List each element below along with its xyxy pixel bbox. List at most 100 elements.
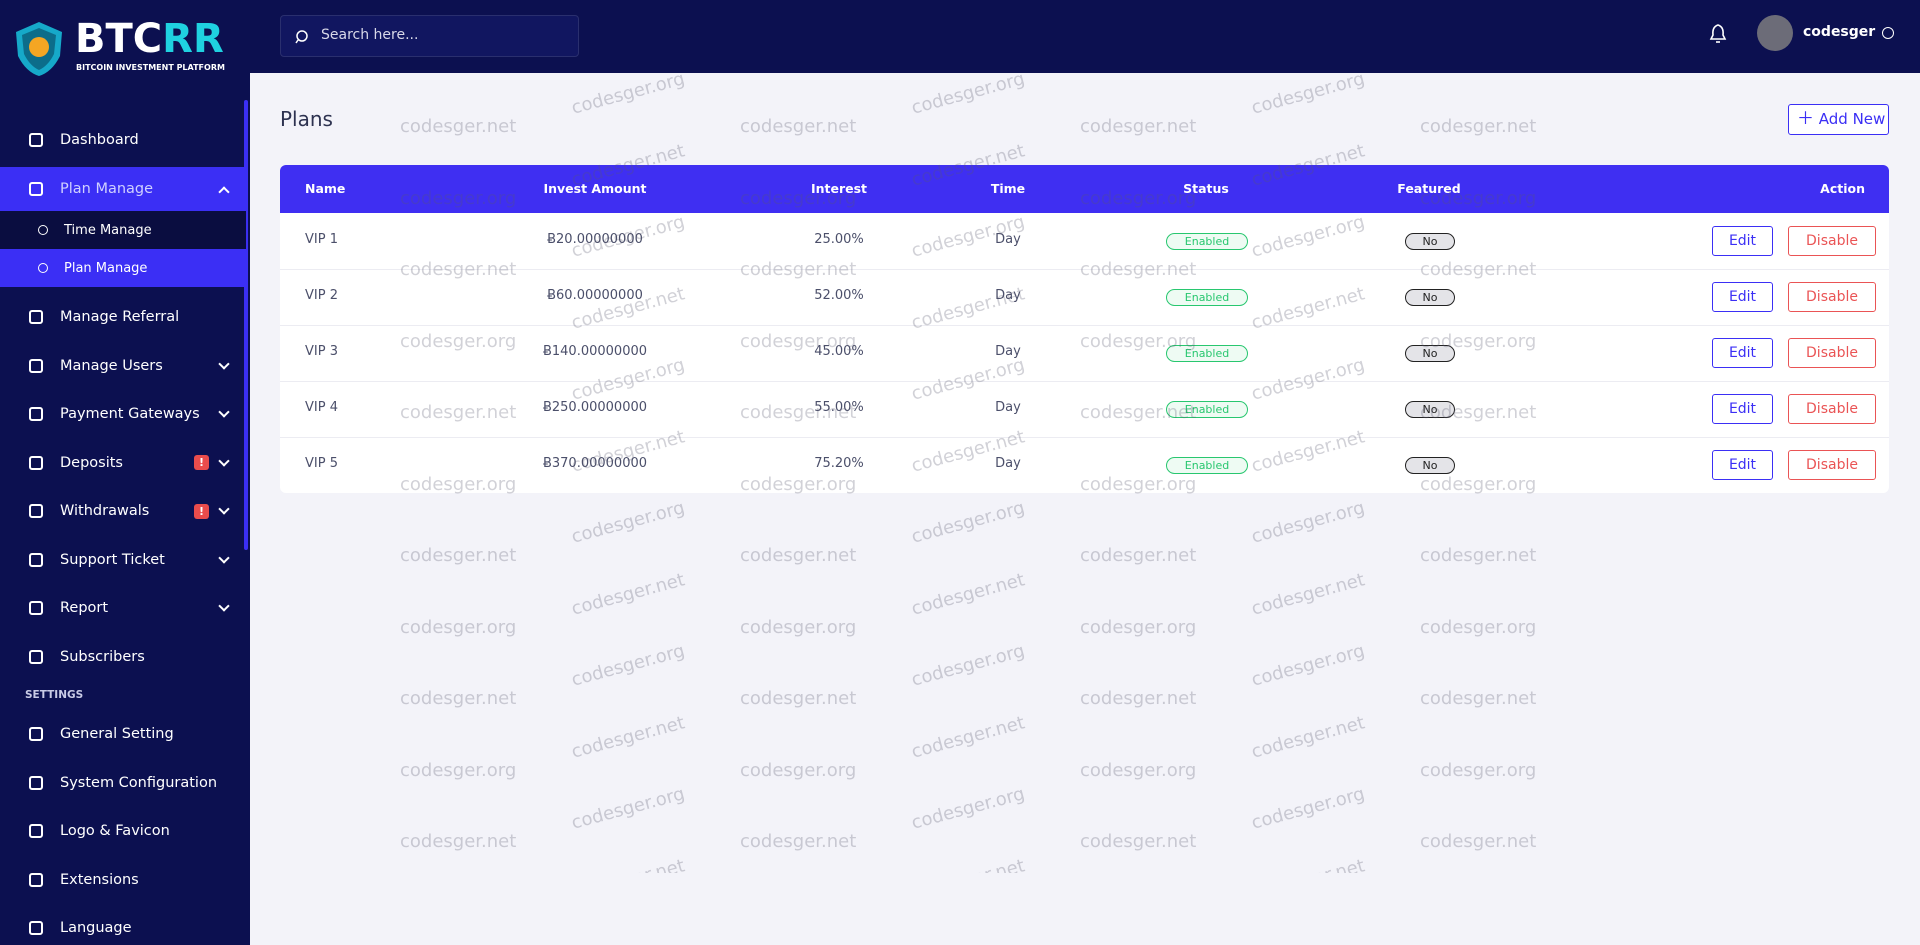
cell: Ƀ250.00000000 [542,400,648,415]
cell: 25.00% [814,232,864,247]
watermark: codesger.net [400,545,517,566]
subnav-dot [38,263,48,273]
column-header: Invest Amount [543,181,647,196]
edit-button[interactable]: Edit [1712,450,1773,480]
subnav-item[interactable]: Plan Manage [0,249,246,287]
nav-item[interactable]: Deposits! [0,441,246,485]
nav-item[interactable]: Logo & Favicon [0,809,246,853]
cell: 45.00% [814,344,864,359]
edit-label: Edit [1728,289,1757,305]
column-header: Interest [810,181,868,196]
nav-label: Subscribers [60,648,145,665]
watermark: codesger.org [1420,759,1537,781]
row-divider [280,269,1889,270]
watermark: codesger.org [909,783,1028,834]
nav-label: Extensions [60,871,139,888]
nav-item[interactable]: General Setting [0,712,246,756]
nav-icon [29,775,43,790]
watermark: codesger.net [1249,568,1368,620]
watermark: codesger.net [909,855,1027,873]
watermark: codesger.org [909,497,1028,548]
watermark: codesger.net [1420,688,1537,709]
edit-button[interactable]: Edit [1712,394,1773,424]
disable-label: Disable [1806,345,1858,361]
watermark: codesger.org [1249,497,1368,548]
watermark: codesger.net [1249,711,1368,763]
nav-item[interactable]: Manage Users [0,344,246,388]
subnav-label: Time Manage [64,222,152,238]
nav-label: Support Ticket [60,551,165,568]
brand-part: BTC [75,16,163,62]
watermark: codesger.net [569,855,687,873]
nav-item[interactable]: Plan Manage [0,166,246,211]
avatar[interactable] [1757,15,1793,51]
plus-icon: ＋ [1797,109,1814,129]
nav-item[interactable]: Extensions [0,858,246,902]
nav-icon [29,407,43,421]
scrollbar [244,100,248,550]
disable-button[interactable]: Disable [1788,282,1876,312]
subnav-item[interactable]: Time Manage [0,211,246,249]
sidebar: BTCRR BITCOIN INVESTMENT PLATFORM Dashbo… [0,0,250,945]
topbar: Search here... codesger [250,0,1920,73]
add-new-button[interactable]: ＋ Add New [1788,104,1889,135]
nav-item[interactable]: System Configuration [0,761,246,805]
cell: Day [995,344,1021,359]
cell: Ƀ370.00000000 [542,456,648,471]
watermark: codesger.net [1249,855,1367,873]
nav-icon [29,824,43,838]
column-header: Status [1183,181,1229,196]
watermark: codesger.net [1080,688,1197,709]
cell: VIP 1 [305,232,338,247]
nav-label: Language [60,920,132,936]
nav-item[interactable]: Manage Referral [0,295,246,339]
watermark: codesger.org [1249,640,1368,691]
search-box[interactable]: Search here... [280,15,579,57]
watermark: codesger.org [740,759,857,781]
cell: Day [995,400,1021,415]
watermark: codesger.net [1080,545,1197,566]
bell-icon[interactable] [1708,23,1728,45]
watermark: codesger.net [400,831,517,852]
nav-item[interactable]: Dashboard [0,118,246,162]
nav-icon [29,181,43,196]
nav-chevron [218,406,230,418]
nav-icon [29,649,43,664]
brand-part: RR [162,16,224,62]
nav-item[interactable]: Subscribers [0,635,246,679]
cell: VIP 4 [305,400,338,415]
disable-button[interactable]: Disable [1788,394,1876,424]
cell: Day [995,232,1021,247]
disable-label: Disable [1806,233,1858,249]
watermark: codesger.net [1080,116,1197,137]
nav-chevron [218,600,230,612]
disable-button[interactable]: Disable [1788,338,1876,368]
nav-item[interactable]: Payment Gateways [0,392,246,436]
nav-item[interactable]: Withdrawals! [0,489,246,533]
nav-item[interactable]: Report [0,586,246,630]
nav-item[interactable]: Support Ticket [0,538,246,582]
table-header [280,165,1889,213]
nav-badge: ! [194,503,209,519]
edit-button[interactable]: Edit [1712,226,1773,256]
cell: Ƀ60.00000000 [547,288,643,303]
watermark: codesger.org [1249,783,1368,834]
watermark: codesger.net [400,688,517,709]
nav-icon [29,872,43,887]
edit-button[interactable]: Edit [1712,338,1773,368]
disable-button[interactable]: Disable [1788,450,1876,480]
settings-heading: SETTINGS [25,689,84,701]
disable-button[interactable]: Disable [1788,226,1876,256]
nav-label: System Configuration [60,774,218,791]
nav-icon [29,310,43,324]
nav-item[interactable]: Language [0,906,246,945]
watermark: codesger.org [1420,616,1537,638]
edit-button[interactable]: Edit [1712,282,1773,312]
cell: Day [995,456,1021,471]
watermark: codesger.org [909,640,1028,691]
watermark: codesger.org [1080,616,1197,638]
user-menu-icon[interactable] [1882,27,1894,39]
watermark: codesger.net [400,116,517,137]
user-name[interactable]: codesger [1803,24,1876,40]
